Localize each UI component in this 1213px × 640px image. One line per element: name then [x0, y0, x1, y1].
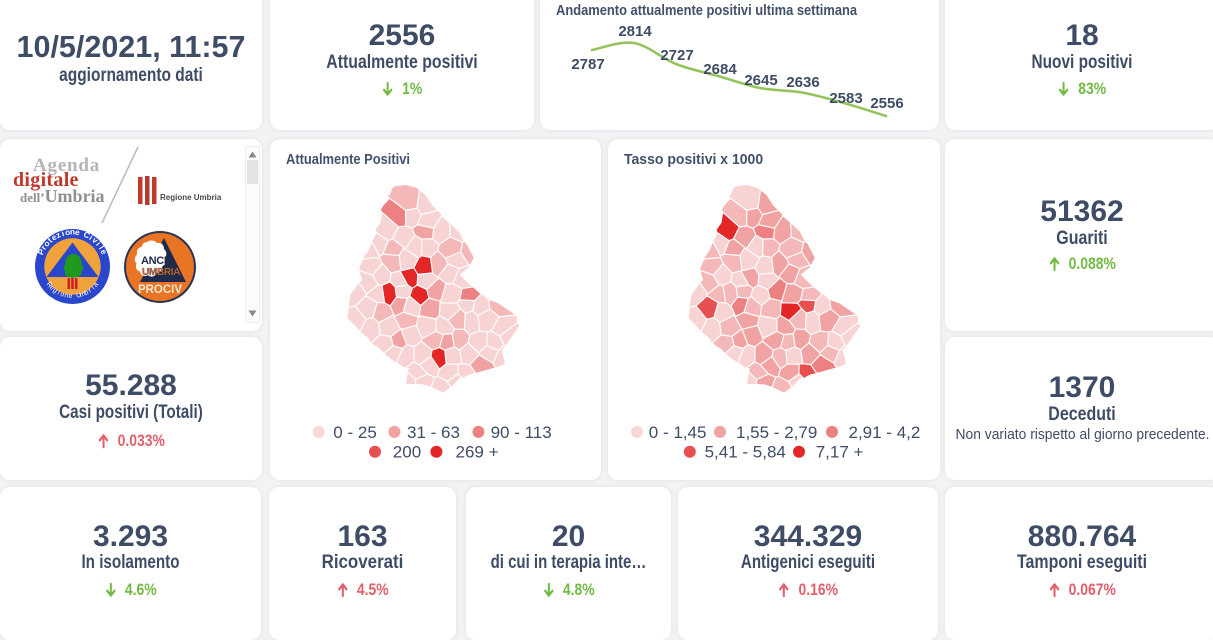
svg-text:31 - 63: 31 - 63	[407, 423, 460, 442]
svg-text:2684: 2684	[703, 61, 737, 78]
svg-text:2727: 2727	[660, 47, 693, 64]
svg-text:e: e	[68, 293, 72, 300]
svg-text:n: n	[70, 228, 75, 237]
svg-text:i: i	[90, 285, 96, 291]
svg-text:a: a	[92, 281, 100, 288]
svg-text:1,55 - 2,79: 1,55 - 2,79	[736, 423, 817, 442]
svg-text:R: R	[45, 281, 54, 289]
svg-text:l: l	[97, 244, 106, 251]
svg-text:i: i	[61, 229, 66, 238]
svg-text:200: 200	[393, 443, 421, 462]
svg-text:e: e	[50, 232, 59, 242]
svg-text:U: U	[76, 292, 82, 300]
svg-text:269 +: 269 +	[456, 443, 499, 462]
svg-text:i: i	[56, 290, 61, 297]
svg-text:2787: 2787	[571, 56, 604, 73]
svg-text:P: P	[36, 247, 47, 256]
svg-text:g: g	[51, 287, 58, 295]
svg-text:o: o	[42, 239, 52, 249]
svg-text:2814: 2814	[618, 23, 652, 40]
svg-text:e: e	[48, 284, 56, 292]
svg-text:0 - 25: 0 - 25	[333, 423, 376, 442]
svg-text:2636: 2636	[786, 74, 819, 91]
svg-text:m: m	[79, 290, 87, 299]
svg-text:t: t	[46, 236, 54, 245]
svg-text:PROCIV: PROCIV	[138, 284, 182, 296]
svg-text:v: v	[90, 236, 100, 246]
svg-text:r: r	[87, 287, 94, 294]
svg-text:UMBRIA: UMBRIA	[142, 267, 180, 278]
svg-text:2583: 2583	[829, 90, 862, 107]
svg-text:2,91 - 4,2: 2,91 - 4,2	[849, 423, 921, 442]
svg-text:ANCI: ANCI	[141, 255, 167, 267]
svg-text:o: o	[65, 228, 71, 237]
svg-text:b: b	[83, 289, 90, 297]
svg-text:7,17 +: 7,17 +	[816, 443, 864, 462]
svg-text:2645: 2645	[744, 72, 777, 89]
svg-text:e: e	[74, 228, 80, 237]
svg-text:2556: 2556	[870, 95, 903, 112]
svg-text:90 - 113: 90 - 113	[491, 423, 552, 442]
svg-text:o: o	[59, 291, 65, 299]
svg-text:n: n	[64, 292, 69, 300]
svg-text:5,41 - 5,84: 5,41 - 5,84	[705, 443, 786, 462]
svg-text:C: C	[82, 230, 91, 241]
svg-text:e: e	[99, 248, 109, 256]
svg-text:i: i	[94, 240, 102, 248]
svg-text:0 - 1,45: 0 - 1,45	[649, 423, 707, 442]
svg-text:i: i	[88, 233, 95, 242]
svg-text:r: r	[39, 243, 49, 251]
svg-text:z: z	[55, 230, 62, 240]
